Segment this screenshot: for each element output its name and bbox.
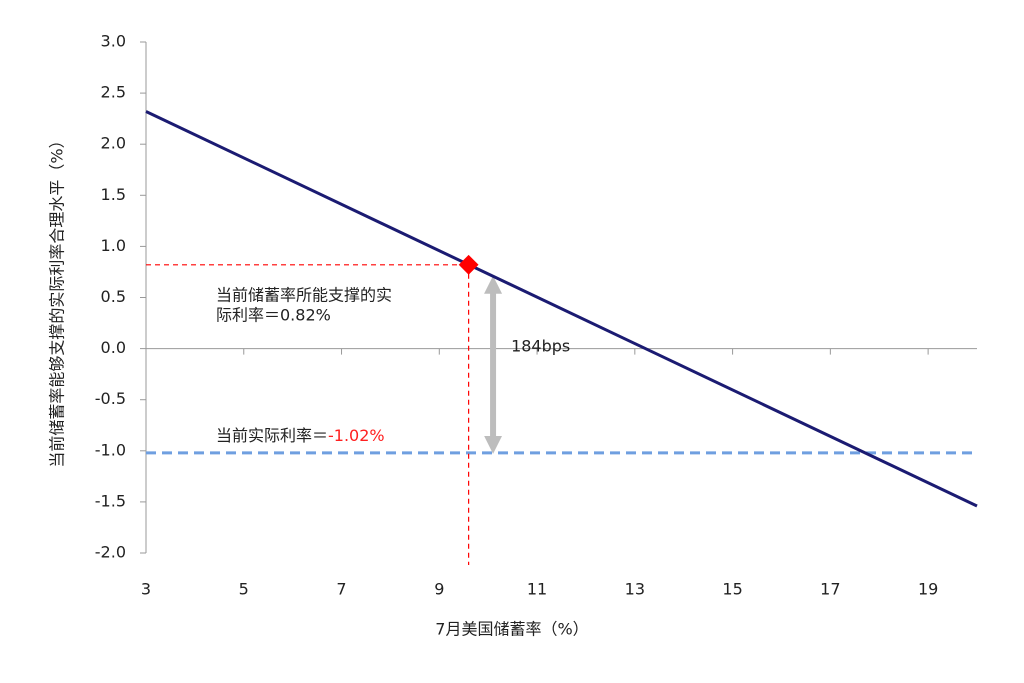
- support-annotation: 当前储蓄率所能支撑的实: [216, 286, 392, 305]
- series-line: [145, 110, 978, 508]
- current-annotation: 当前实际利率＝-1.02%: [216, 426, 385, 445]
- y-tick-label: -2.0: [95, 543, 126, 562]
- x-tick-label: 17: [820, 580, 840, 599]
- y-tick-label: 1.5: [101, 185, 126, 204]
- y-tick-label: 2.0: [101, 134, 126, 153]
- x-tick-label: 5: [239, 580, 249, 599]
- x-tick-label: 19: [918, 580, 938, 599]
- marker-point: [458, 254, 479, 275]
- x-tick-label: 13: [625, 580, 645, 599]
- y-tick-label: -0.5: [95, 389, 126, 408]
- current-annotation-value: -1.02%: [328, 426, 385, 445]
- y-tick-label: -1.5: [95, 491, 126, 510]
- x-tick-label: 3: [141, 580, 151, 599]
- support-annotation: 际利率＝0.82%: [216, 306, 331, 325]
- y-axis-title: 当前储蓄率能够支撑的实际利率合理水平（%）: [48, 132, 67, 467]
- current-annotation-text: 当前实际利率＝: [216, 426, 328, 445]
- y-tick-label: -1.0: [95, 440, 126, 459]
- y-tick-label: 3.0: [101, 32, 126, 51]
- y-tick-label: 0.0: [101, 338, 126, 357]
- y-tick-label: 1.0: [101, 236, 126, 255]
- x-tick-label: 7: [336, 580, 346, 599]
- gap-label: 184bps: [511, 336, 570, 355]
- x-tick-label: 15: [722, 580, 742, 599]
- x-tick-label: 11: [527, 580, 547, 599]
- y-tick-label: 2.5: [101, 83, 126, 102]
- y-tick-label: 0.5: [101, 287, 126, 306]
- x-axis-title: 7月美国储蓄率（%）: [435, 620, 588, 639]
- x-tick-label: 9: [434, 580, 444, 599]
